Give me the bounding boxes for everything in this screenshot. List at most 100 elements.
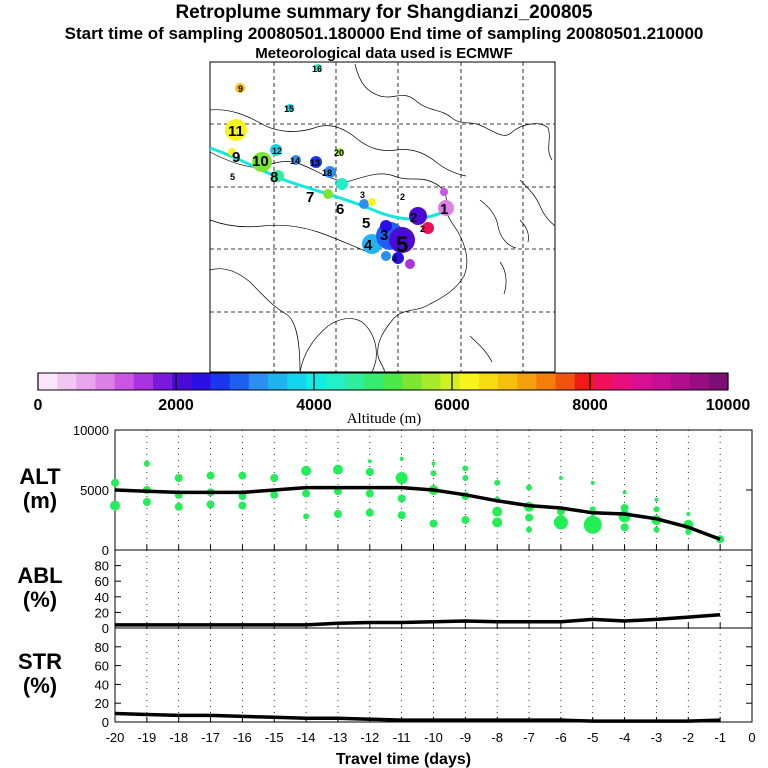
altitude-dot <box>462 475 469 481</box>
plume-label: 8 <box>270 169 278 186</box>
plume-marker <box>270 144 282 156</box>
plume-label: 9 <box>232 149 240 166</box>
series-line-str <box>114 711 721 723</box>
altitude-colorbar: 0 2000 4000 6000 8000 10000 <box>34 372 750 414</box>
plume-label: 12 <box>272 146 282 156</box>
colorbar-swatch <box>172 373 192 390</box>
altitude-dot <box>365 468 374 476</box>
x-tick-label: -4 <box>619 730 631 745</box>
plume-label: 16 <box>312 64 322 74</box>
plume-marker <box>336 178 348 190</box>
colorbar-swatch <box>363 373 384 390</box>
plume-marker <box>323 189 333 199</box>
colorbar-swatch <box>613 373 633 390</box>
plume-marker <box>310 156 322 168</box>
chart-title: Retroplume summary for Shangdianzi_20080… <box>175 2 593 23</box>
colorbar-swatch <box>383 373 403 390</box>
altitude-dot <box>206 500 215 509</box>
panel-ylabel: ABL <box>17 563 62 588</box>
plume-marker <box>291 155 301 165</box>
colorbar-swatch <box>229 373 250 390</box>
plume-label: 7 <box>306 189 314 206</box>
plume-label: 1 <box>440 201 448 218</box>
colorbar-swatch <box>574 373 595 390</box>
plume-marker <box>228 148 236 156</box>
colorbar-swatch <box>555 373 576 390</box>
altitude-dot <box>622 490 627 495</box>
altitude-dot <box>397 511 406 520</box>
colorbar-swatch <box>670 373 691 390</box>
panel-ylabel: STR <box>18 649 62 674</box>
x-tick-label: -8 <box>491 730 503 745</box>
panel-ylabel: (%) <box>23 587 57 612</box>
altitude-dot <box>526 484 533 491</box>
panel-ylabel: ALT <box>19 464 61 489</box>
altitude-dot <box>395 472 408 484</box>
plume-markers <box>225 64 454 269</box>
x-tick-label: -14 <box>297 730 316 745</box>
plume-label: 3 <box>360 190 365 200</box>
y-tick-label: 10000 <box>73 423 109 438</box>
x-tick-label: 0 <box>748 730 755 745</box>
x-tick-label: -7 <box>523 730 535 745</box>
plume-marker <box>359 199 369 209</box>
y-tick-label: 60 <box>95 659 109 674</box>
colorbar-swatch <box>114 373 135 390</box>
colorbar-swatch <box>421 373 441 390</box>
plume-label: 6 <box>336 201 344 218</box>
colorbar-swatch <box>287 373 307 390</box>
y-tick-label: 5000 <box>80 483 109 498</box>
plume-label: 5 <box>362 215 370 232</box>
colorbar-swatch <box>440 373 461 390</box>
colorbar-swatch <box>57 373 77 390</box>
plume-marker <box>438 200 454 216</box>
colorbar-swatch <box>478 373 499 390</box>
colorbar-swatch <box>95 373 116 390</box>
altitude-dot <box>238 501 247 510</box>
plume-label: 13 <box>310 158 320 168</box>
x-tick-label: -11 <box>393 730 411 745</box>
altitude-dot <box>492 517 503 528</box>
x-tick-label: -15 <box>265 730 284 745</box>
plume-marker <box>392 252 404 264</box>
colorbar-swatch <box>593 373 614 390</box>
plume-label: 9 <box>238 84 243 94</box>
altitude-dot <box>589 506 596 513</box>
altitude-dot <box>142 498 151 506</box>
x-tick-label: -16 <box>233 730 252 745</box>
series-line-alt <box>114 485 721 541</box>
map-grid <box>210 62 555 372</box>
colorbar-swatch <box>517 373 537 390</box>
x-tick-label: -12 <box>360 730 379 745</box>
altitude-dot <box>365 508 374 517</box>
colorbar-swatch <box>325 373 346 390</box>
plume-label: 5 <box>396 232 408 257</box>
y-tick-label: 0 <box>102 543 109 558</box>
altitude-dot <box>685 529 692 535</box>
altitude-dot <box>686 512 691 516</box>
series-line-abl <box>115 612 721 627</box>
altitude-dot <box>653 526 660 533</box>
colorbar-tick-label: 8000 <box>572 397 608 414</box>
panel-frame <box>114 627 753 723</box>
altitude-dot <box>430 470 437 477</box>
panel-alt: ALT(m) 0 5000 10000 <box>19 423 753 558</box>
plume-label: 4 <box>392 254 397 264</box>
plume-marker <box>286 104 294 112</box>
plume-marker <box>380 220 392 232</box>
plume-label: 11 <box>228 123 244 140</box>
x-tick-label: -2 <box>683 730 695 745</box>
altitude-dot <box>332 464 343 475</box>
panel-ylabel: (%) <box>23 673 57 698</box>
y-tick-label: 80 <box>95 640 109 655</box>
altitude-dot <box>620 504 629 512</box>
y-tick-label: 0 <box>102 715 109 730</box>
colorbar-swatch <box>191 373 211 390</box>
plume-label: 14 <box>290 156 300 166</box>
plume-label: 15 <box>284 104 294 114</box>
colorbar-swatch <box>76 373 96 390</box>
altitude-dot <box>553 515 568 530</box>
altitude-dot <box>238 471 247 480</box>
altitude-dot <box>110 500 120 511</box>
